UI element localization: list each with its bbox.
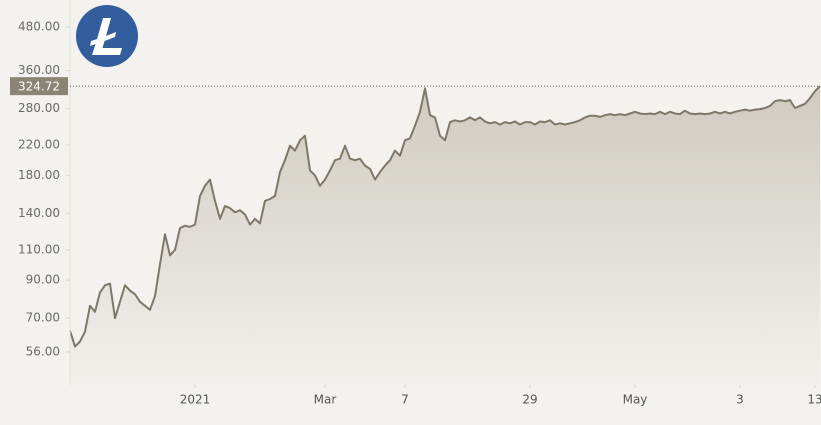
logo-glyph bbox=[90, 18, 122, 55]
y-tick-label: 56.00 bbox=[26, 344, 60, 358]
y-tick-label: 360.00 bbox=[18, 63, 60, 77]
current-price-box bbox=[10, 77, 68, 96]
y-tick-label: 480.00 bbox=[18, 20, 60, 34]
y-tick-label: 90.00 bbox=[26, 273, 60, 287]
y-tick-label: 110.00 bbox=[18, 242, 60, 256]
x-tick-label: May bbox=[623, 393, 648, 407]
y-tick-label: 220.00 bbox=[18, 138, 60, 152]
y-tick-label: 280.00 bbox=[18, 101, 60, 115]
area bbox=[70, 86, 820, 385]
logo bbox=[76, 5, 138, 67]
y-tick-label: 140.00 bbox=[18, 206, 60, 220]
x-tick-label: 29 bbox=[522, 393, 537, 407]
y-tick-label: 70.00 bbox=[26, 311, 60, 325]
current-price-label: 324.72 bbox=[18, 80, 60, 94]
x-tick-label: 2021 bbox=[180, 393, 211, 407]
x-tick-label: 3 bbox=[736, 393, 744, 407]
x-tick-label: 13 bbox=[807, 393, 821, 407]
price-line bbox=[69, 85, 821, 348]
plot-area bbox=[69, 85, 821, 385]
y-tick-label: 180.00 bbox=[18, 168, 60, 182]
x-tick-label: Mar bbox=[314, 393, 337, 407]
x-tick-label: 7 bbox=[401, 393, 409, 407]
